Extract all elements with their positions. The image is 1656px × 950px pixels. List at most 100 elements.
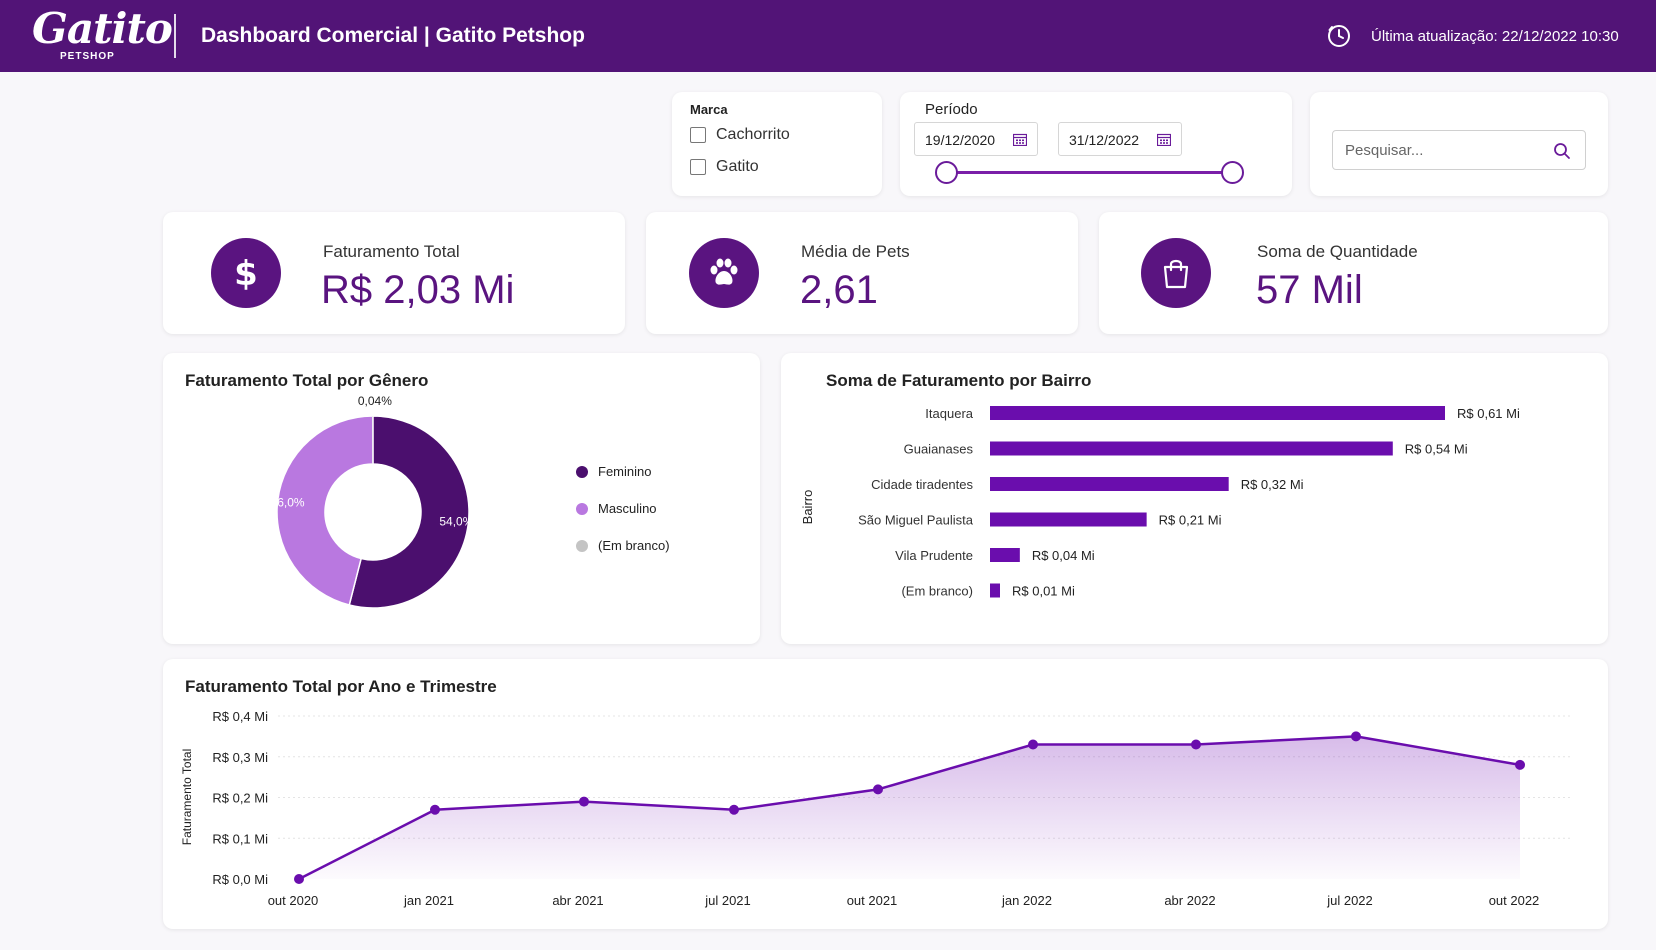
x-tick-label: out 2022 — [1489, 893, 1540, 908]
paw-icon — [689, 238, 759, 308]
period-filter-label: Período — [925, 101, 978, 118]
clock-icon — [1328, 25, 1350, 47]
donut-label: 46,0% — [271, 495, 305, 509]
neighborhood-bar-chart: Bairro Itaquera R$ 0,61 Mi Guaianases R$ 0,5… — [800, 406, 1520, 599]
quarterly-chart-card: Faturamento Total por Ano e Trimestre R$… — [163, 659, 1608, 929]
header-bar: Gatito PETSHOP Dashboard Comercial | Gat… — [0, 0, 1656, 72]
y-tick-label: R$ 0,2 Mi — [212, 791, 268, 806]
data-label: R$ 0,04 Mi — [1032, 548, 1095, 563]
legend-dot — [576, 502, 588, 515]
x-tick-label: out 2020 — [268, 893, 319, 908]
period-slider-end-handle[interactable] — [1221, 161, 1244, 184]
bar — [990, 406, 1445, 420]
data-point — [1351, 731, 1361, 742]
logo-word: Gatito — [32, 4, 173, 53]
legend-label: Feminino — [598, 464, 652, 479]
y-tick-label: R$ 0,0 Mi — [212, 872, 268, 887]
end-date-value: 31/12/2022 — [1069, 132, 1140, 148]
calendar-icon[interactable] — [1157, 133, 1171, 146]
legend-item-feminino[interactable]: Feminino — [576, 464, 651, 479]
kpi-card-faturamento: $ Faturamento Total R$ 2,03 Mi — [163, 212, 625, 334]
x-tick-label: abr 2021 — [552, 893, 603, 908]
category-label: São Miguel Paulista — [858, 513, 974, 528]
header-divider — [174, 14, 176, 58]
x-tick-label: jan 2022 — [1001, 893, 1052, 908]
kpi-label: Média de Pets — [801, 242, 910, 261]
legend-item-masculino[interactable]: Masculino — [576, 501, 657, 516]
page-title: Dashboard Comercial | Gatito Petshop — [201, 24, 585, 47]
kpi-value: 2,61 — [800, 268, 878, 312]
period-filter: Período 19/12/2020 31/12/2022 — [900, 92, 1292, 196]
y-axis-label: Bairro — [800, 490, 815, 525]
search-input[interactable] — [1345, 141, 1545, 159]
kpi-label: Soma de Quantidade — [1257, 242, 1418, 261]
kpi-label: Faturamento Total — [323, 242, 460, 261]
legend-label: (Em branco) — [598, 538, 670, 553]
data-point — [1515, 759, 1525, 770]
data-point — [430, 804, 440, 815]
chart-title: Faturamento Total por Gênero — [185, 371, 429, 390]
gatito-logo[interactable]: Gatito PETSHOP — [30, 4, 173, 68]
start-date-value: 19/12/2020 — [925, 132, 996, 148]
chart-title: Faturamento Total por Ano e Trimestre — [185, 677, 497, 696]
data-label: R$ 0,61 Mi — [1457, 406, 1520, 421]
checkbox[interactable] — [690, 127, 706, 143]
search-icon[interactable] — [1553, 142, 1571, 160]
area-fill — [299, 736, 1520, 879]
svg-text:$: $ — [234, 254, 258, 293]
gender-chart-card: Faturamento Total por Gênero 54,0% 46,0% 0… — [163, 353, 760, 644]
kpi-value: 57 Mil — [1256, 268, 1363, 312]
legend-dot — [576, 539, 588, 552]
x-tick-label: jul 2021 — [704, 893, 751, 908]
data-label: R$ 0,21 Mi — [1159, 513, 1222, 528]
category-label: (Em branco) — [901, 584, 973, 599]
y-axis-label: Faturamento Total — [180, 749, 194, 846]
brand-option-cachorrito[interactable]: Cachorrito — [690, 126, 790, 144]
brand-option-gatito[interactable]: Gatito — [690, 158, 759, 176]
last-update-text: Última atualização: 22/12/2022 10:30 — [1371, 28, 1619, 45]
donut-slice-1 — [276, 415, 374, 606]
brand-filter: Marca Cachorrito Gatito — [672, 92, 882, 196]
bar — [990, 512, 1147, 527]
end-date-input[interactable]: 31/12/2022 — [1058, 122, 1182, 156]
data-label: R$ 0,01 Mi — [1012, 584, 1075, 599]
x-tick-label: jan 2021 — [403, 893, 454, 908]
brand-option-label: Cachorrito — [716, 126, 790, 143]
data-point — [873, 784, 883, 795]
brand-filter-label: Marca — [690, 102, 728, 117]
bar — [990, 583, 1000, 598]
y-tick-label: R$ 0,1 Mi — [212, 831, 268, 846]
category-label: Guaianases — [904, 442, 974, 457]
bar — [990, 441, 1393, 456]
category-label: Vila Prudente — [895, 548, 973, 563]
donut-slice-0 — [348, 415, 470, 609]
data-label: R$ 0,32 Mi — [1241, 477, 1304, 492]
donut-label: 54,0% — [439, 515, 473, 529]
dollar-icon: $ — [211, 238, 281, 308]
search-box[interactable] — [1332, 130, 1586, 170]
neighborhood-chart-card: Soma de Faturamento por Bairro Bairro Ita… — [781, 353, 1608, 644]
category-label: Itaquera — [925, 406, 973, 421]
period-slider-track[interactable] — [946, 171, 1234, 174]
brand-option-label: Gatito — [716, 158, 759, 175]
checkbox[interactable] — [690, 159, 706, 175]
start-date-input[interactable]: 19/12/2020 — [914, 122, 1038, 156]
logo-sub: PETSHOP — [60, 51, 115, 62]
period-slider-start-handle[interactable] — [935, 161, 958, 184]
x-tick-label: jul 2022 — [1326, 893, 1373, 908]
data-label: R$ 0,54 Mi — [1405, 442, 1468, 457]
data-point — [294, 874, 304, 884]
calendar-icon[interactable] — [1013, 133, 1027, 146]
kpi-value: R$ 2,03 Mi — [321, 268, 515, 312]
quarterly-area-chart: R$ 0,0 Mi R$ 0,1 Mi R$ 0,2 Mi R$ 0,3 Mi R$ 0… — [180, 709, 1573, 908]
data-point — [1028, 739, 1038, 750]
x-tick-label: out 2021 — [847, 893, 898, 908]
gender-donut-chart: 54,0% 46,0% 0,04% — [271, 394, 474, 609]
bar — [990, 548, 1020, 562]
kpi-card-media-pets: Média de Pets 2,61 — [646, 212, 1078, 334]
y-tick-label: R$ 0,3 Mi — [212, 750, 268, 765]
legend-label: Masculino — [598, 501, 657, 516]
data-point — [1191, 739, 1201, 750]
legend-item-em-branco[interactable]: (Em branco) — [576, 538, 670, 553]
search-panel — [1310, 92, 1608, 196]
